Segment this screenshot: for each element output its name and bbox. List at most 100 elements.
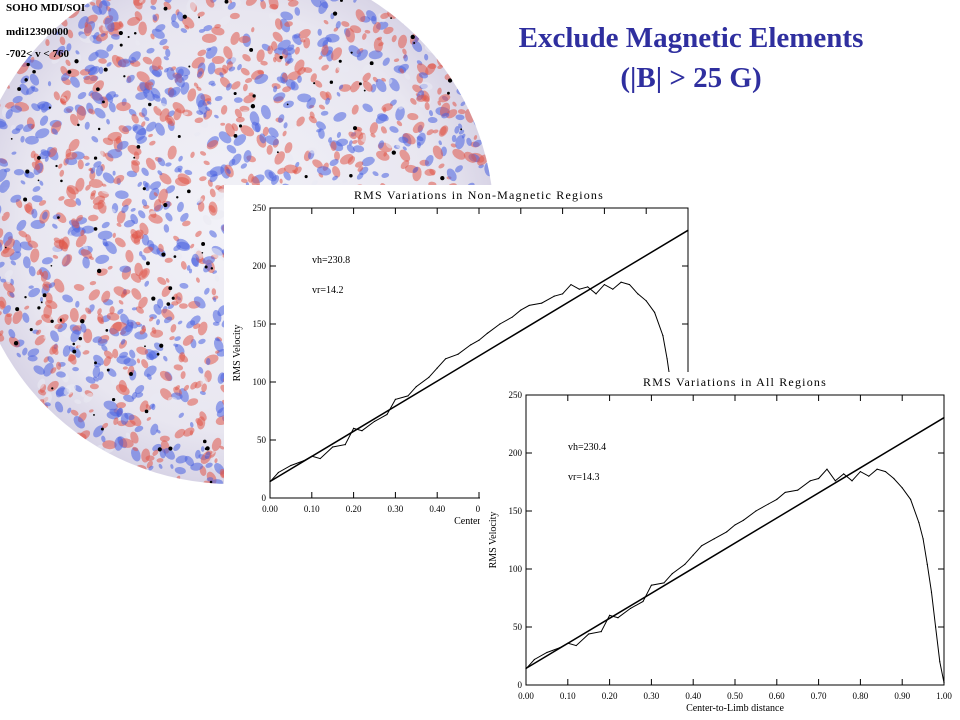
chart-all-regions-point-observed	[742, 519, 744, 521]
chart-non-magnetic-point-observed	[562, 293, 564, 295]
chart-non-magnetic-series-model	[269, 229, 689, 483]
chart-all-regions-point-observed	[939, 661, 941, 663]
chart-non-magnetic-point-observed	[553, 295, 555, 297]
chart-all-regions-point-observed	[700, 545, 703, 547]
chart-non-magnetic-point-observed	[499, 323, 501, 325]
chart-non-magnetic-point-observed	[612, 288, 614, 290]
chart-non-magnetic-point-observed	[444, 358, 447, 360]
chart-non-magnetic-ytick-label: 200	[253, 261, 267, 271]
chart-all-regions-point-observed	[797, 489, 799, 491]
chart-non-magnetic-point-observed	[620, 281, 622, 283]
chart-all-regions-point-model	[859, 467, 861, 469]
chart-non-magnetic-ytick-label: 50	[257, 435, 267, 445]
chart-non-magnetic-point-observed	[666, 358, 668, 360]
chart-non-magnetic-point-observed	[319, 457, 321, 460]
image-id-label: mdi12390000	[6, 26, 69, 38]
chart-all-regions-point-observed	[943, 682, 945, 684]
chart-non-magnetic-point-model	[687, 229, 689, 231]
chart-all-regions-point-observed	[575, 644, 577, 647]
chart-non-magnetic-point-observed	[478, 339, 480, 341]
chart-all-regions-point-observed	[558, 647, 561, 649]
chart-all-regions-point-observed	[525, 668, 527, 670]
chart-all-regions-point-observed	[567, 642, 569, 644]
chart-all-regions-point-observed	[663, 582, 665, 584]
chart-all-regions-xtick-label: 0.10	[560, 691, 576, 701]
chart-all-regions-ytick-label: 50	[513, 622, 523, 632]
chart-non-magnetic-title: RMS Variations in Non-Magnetic Regions	[354, 188, 604, 202]
chart-non-magnetic-point-observed	[653, 311, 656, 313]
chart-all-regions-point-observed	[684, 563, 686, 565]
chart-all-regions-series-model	[525, 417, 945, 670]
chart-non-magnetic-point-observed	[302, 460, 305, 462]
chart-all-regions-point-observed	[859, 470, 861, 473]
chart-non-magnetic-point-observed	[269, 481, 271, 483]
chart-all-regions-annotation-vh: vh=230.4	[568, 442, 606, 453]
chart-non-magnetic-annotation-vh: vh=230.8	[312, 255, 350, 266]
chart-non-magnetic-point-observed	[436, 367, 438, 369]
chart-all-regions-ytick-label: 100	[509, 564, 523, 574]
chart-non-magnetic-point-observed	[587, 286, 589, 288]
chart-all-regions-point-observed	[818, 477, 820, 480]
chart-non-magnetic-point-observed	[511, 316, 514, 318]
chart-all-regions-xtick-label: 0.50	[727, 691, 743, 701]
chart-non-magnetic-point-observed	[470, 344, 472, 346]
chart-all-regions-title: RMS Variations in All Regions	[643, 375, 827, 389]
chart-non-magnetic-xtick-label: 0.10	[304, 504, 320, 514]
chart-non-magnetic-point-observed	[486, 332, 488, 334]
chart-all-regions-xtick-label: 1.00	[936, 691, 952, 701]
chart-all-regions-point-observed	[926, 563, 928, 565]
chart-all-regions-point-observed	[609, 614, 611, 616]
chart-all-regions-point-observed	[755, 510, 757, 512]
chart-non-magnetic-ytick-label: 150	[253, 319, 267, 329]
chart-non-magnetic-point-observed	[386, 413, 388, 416]
chart-non-magnetic-point-observed	[394, 398, 396, 400]
chart-non-magnetic-point-observed	[290, 464, 292, 467]
chart-non-magnetic-point-observed	[311, 455, 313, 457]
chart-all-regions-point-observed	[935, 626, 937, 628]
chart-all-regions-annotation-vr: vr=14.3	[568, 472, 599, 483]
chart-all-regions-point-observed	[918, 522, 920, 524]
chart-all-regions-point-observed	[617, 617, 619, 619]
chart-non-magnetic-xtick-label: 0.40	[429, 504, 445, 514]
chart-all-regions-xtick-label: 0.80	[853, 691, 869, 701]
chart-non-magnetic-xtick-label: 0.00	[262, 504, 278, 514]
chart-all-regions-ytick-label: 200	[509, 448, 523, 458]
chart-non-magnetic-point-model	[436, 380, 438, 382]
chart-all-regions-xtick-label: 0.70	[811, 691, 827, 701]
chart-non-magnetic-point-observed	[428, 376, 430, 378]
chart-non-magnetic-ytick-label: 100	[253, 377, 267, 387]
chart-all-regions-point-observed	[868, 475, 870, 477]
chart-non-magnetic-point-observed	[628, 283, 631, 286]
velocity-range-label: -702< v < 760	[6, 48, 69, 60]
chart-non-magnetic-xaxis-label: Center-to-Li	[454, 516, 504, 527]
chart-non-magnetic-point-observed	[662, 335, 664, 337]
chart-non-magnetic-annotation-vr: vr=14.2	[312, 285, 343, 296]
chart-non-magnetic-series-observed	[269, 281, 676, 483]
chart-non-magnetic-point-observed	[457, 353, 459, 355]
chart-all-regions-point-observed	[922, 538, 924, 540]
chart-all-regions-xtick-label: 0.00	[518, 691, 534, 701]
chart-all-regions-point-observed	[876, 468, 878, 470]
chart-all-regions-point-observed	[884, 470, 887, 473]
chart-all-regions-point-model	[776, 517, 778, 519]
chart-all-regions-point-observed	[776, 498, 778, 500]
chart-non-magnetic-point-observed	[277, 471, 279, 474]
chart-all-regions-xaxis-label: Center-to-Limb distance	[686, 703, 784, 714]
chart-all-regions-point-observed	[784, 491, 786, 494]
chart-all-regions-point-observed	[901, 487, 903, 489]
chart-all-regions-xtick-label: 0.30	[644, 691, 660, 701]
chart-all-regions-point-observed	[734, 524, 736, 526]
chart-all-regions-point-observed	[629, 607, 632, 610]
chart-all-regions-point-observed	[909, 498, 912, 500]
chart-all-regions-xtick-label: 0.60	[769, 691, 785, 701]
chart-non-magnetic-point-observed	[332, 446, 334, 448]
chart-non-magnetic-xtick-label: 0.	[476, 504, 483, 514]
chart-all-regions-point-observed	[533, 658, 535, 661]
chart-all-regions-point-model	[943, 417, 945, 419]
chart-non-magnetic-point-observed	[541, 302, 543, 304]
chart-non-magnetic-point-observed	[637, 293, 639, 295]
chart-all-regions-point-observed	[809, 480, 811, 482]
chart-non-magnetic-point-observed	[645, 300, 647, 302]
chart-non-magnetic-yaxis-label: RMS Velocity	[232, 325, 243, 382]
chart-non-magnetic-point-observed	[603, 283, 605, 286]
